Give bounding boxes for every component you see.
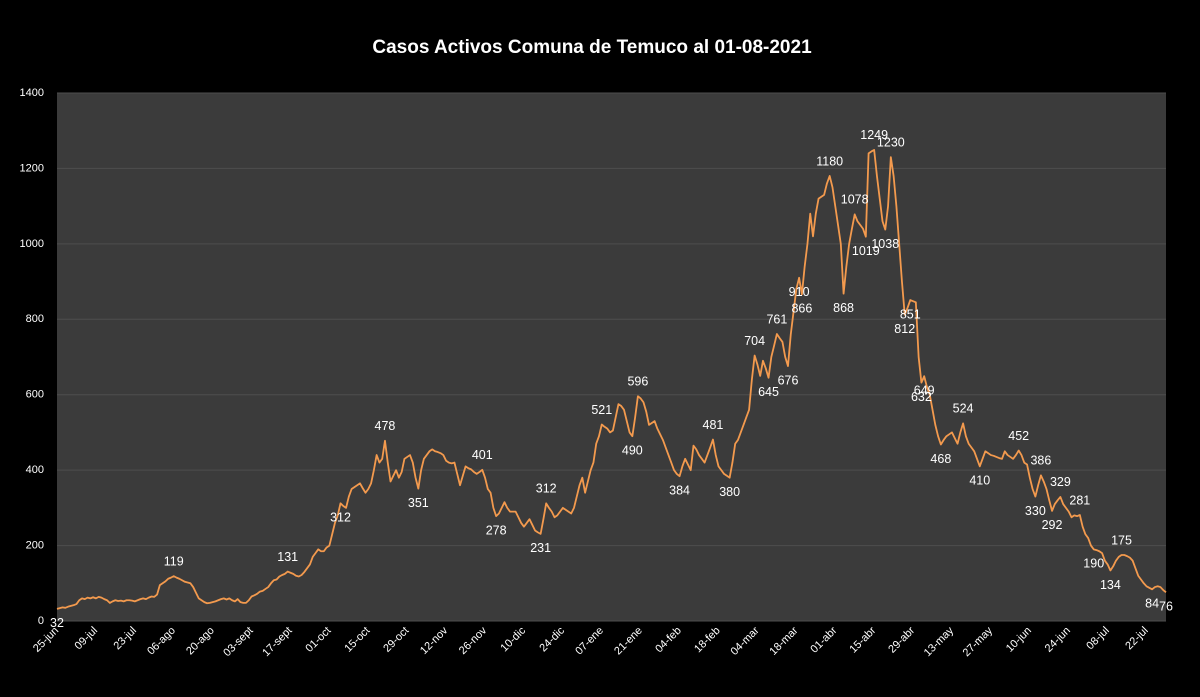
- data-label: 649: [914, 384, 935, 398]
- data-label: 281: [1069, 493, 1090, 507]
- data-label: 278: [486, 523, 507, 537]
- data-label: 351: [408, 496, 429, 510]
- data-label: 490: [622, 443, 643, 457]
- data-label: 312: [330, 511, 351, 525]
- y-tick-label: 600: [26, 389, 44, 401]
- data-label: 386: [1030, 454, 1051, 468]
- plot-area: [57, 93, 1166, 621]
- data-label: 1019: [852, 244, 880, 258]
- data-label: 868: [833, 301, 854, 315]
- data-label: 478: [375, 419, 396, 433]
- y-tick-label: 0: [38, 615, 44, 627]
- data-label: 84: [1145, 597, 1159, 611]
- data-label: 76: [1159, 600, 1173, 614]
- y-tick-label: 200: [26, 539, 44, 551]
- y-tick-label: 1000: [20, 238, 44, 250]
- y-tick-label: 1200: [20, 162, 44, 174]
- data-label: 521: [591, 403, 612, 417]
- data-label: 119: [164, 554, 184, 568]
- data-label: 452: [1008, 429, 1029, 443]
- data-label: 401: [472, 448, 493, 462]
- data-label: 866: [791, 302, 812, 316]
- chart-title: Casos Activos Comuna de Temuco al 01-08-…: [372, 37, 812, 58]
- data-label: 380: [719, 485, 740, 499]
- data-label: 761: [766, 312, 787, 326]
- data-label: 704: [744, 334, 765, 348]
- data-label: 812: [894, 322, 915, 336]
- data-label: 131: [277, 550, 298, 564]
- data-label: 676: [778, 373, 799, 387]
- data-label: 1230: [877, 135, 905, 149]
- data-label: 645: [758, 385, 779, 399]
- data-label: 312: [536, 482, 557, 496]
- data-label: 190: [1083, 557, 1104, 571]
- data-label: 292: [1042, 518, 1063, 532]
- data-label: 231: [530, 541, 551, 555]
- data-label: 468: [930, 452, 951, 466]
- data-label: 1078: [841, 193, 869, 207]
- data-label: 384: [669, 483, 690, 497]
- data-label: 330: [1025, 504, 1046, 518]
- data-label: 32: [50, 616, 64, 630]
- data-label: 410: [969, 474, 990, 488]
- y-tick-label: 400: [26, 464, 44, 476]
- data-label: 1180: [816, 154, 843, 168]
- data-label: 851: [900, 307, 921, 321]
- y-tick-label: 800: [26, 313, 44, 325]
- data-label: 175: [1111, 533, 1132, 547]
- data-label: 329: [1050, 475, 1071, 489]
- y-tick-label: 1400: [20, 87, 44, 99]
- data-label: 481: [703, 418, 724, 432]
- data-line: [56, 149, 1167, 610]
- data-label: 134: [1100, 578, 1121, 592]
- data-label: 632: [911, 390, 932, 404]
- data-label: 1038: [871, 237, 899, 251]
- data-label: 596: [627, 375, 648, 389]
- data-label: 1249: [860, 128, 888, 142]
- data-label: 524: [953, 402, 974, 416]
- data-label: 910: [789, 285, 810, 299]
